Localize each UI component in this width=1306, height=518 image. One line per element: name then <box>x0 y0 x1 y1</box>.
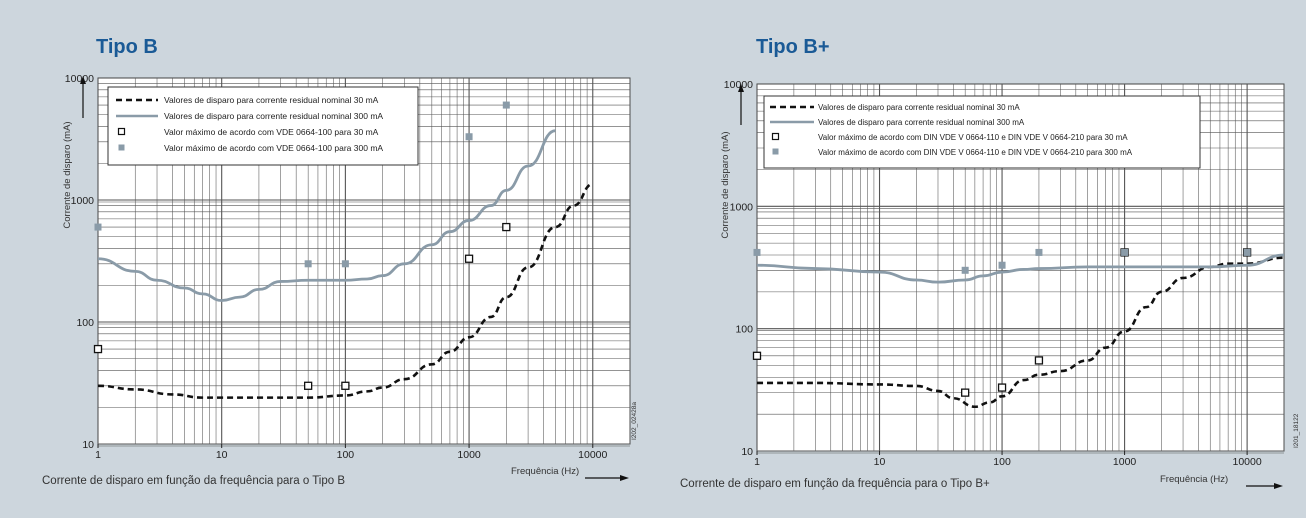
series-layer <box>752 248 1285 409</box>
y-tick-label: 10 <box>82 439 94 451</box>
y-tick-label: 100 <box>735 324 753 336</box>
y-axis-label: Corrente de disparo (mA) <box>720 131 731 238</box>
marker-max-300ma <box>1243 248 1251 256</box>
legend-swatch-marker-300ma <box>118 144 125 151</box>
chart-caption: Corrente de disparo em função da frequên… <box>42 475 345 487</box>
legend-label: Valor máximo de acordo com VDE 0664-100 … <box>164 143 383 153</box>
marker-max-300ma <box>341 260 349 268</box>
marker-max-300ma <box>998 261 1006 269</box>
y-tick-label: 10 <box>741 446 753 458</box>
figure-code: I201_18122 <box>1293 413 1300 448</box>
series-line-30ma <box>97 182 594 399</box>
legend-swatch-marker-300ma <box>772 148 779 155</box>
marker-max-300ma <box>304 260 312 268</box>
series-layer <box>93 101 594 399</box>
marker-max-30ma <box>341 381 350 390</box>
x-axis-label: Frequência (Hz) <box>1160 474 1228 485</box>
y-tick-labels: 10 100 1000 10000 <box>65 73 94 451</box>
x-axis-arrowhead <box>1274 483 1283 489</box>
legend-label: Valores de disparo para corrente residua… <box>818 118 1025 127</box>
x-tick-label: 100 <box>337 449 355 461</box>
y-tick-labels: 10 100 1000 10000 <box>724 79 753 458</box>
legend-label: Valor máximo de acordo com VDE 0664-100 … <box>164 127 379 137</box>
x-tick-label: 10000 <box>578 449 607 461</box>
chart-title: Tipo B+ <box>756 36 830 58</box>
series-line-300ma <box>756 253 1285 284</box>
marker-max-30ma <box>997 383 1007 392</box>
y-tick-label: 10000 <box>65 73 94 85</box>
marker-max-30ma <box>961 388 970 397</box>
y-axis-label: Corrente de disparo (mA) <box>62 121 73 228</box>
marker-max-300ma <box>1035 248 1043 256</box>
legend-box <box>107 86 419 166</box>
x-tick-labels: 1 10 100 1000 10000 <box>754 451 1262 468</box>
legend-swatch-marker-30ma <box>117 127 126 136</box>
legend: Valores de disparo para corrente residua… <box>763 95 1201 169</box>
marker-max-30ma <box>1034 356 1044 365</box>
legend-label: Valor máximo de acordo com DIN VDE V 066… <box>818 133 1128 142</box>
legend-label: Valores de disparo para corrente residua… <box>818 103 1020 112</box>
marker-max-300ma <box>502 101 510 109</box>
y-axis-arrowhead <box>80 76 86 84</box>
chart-title: Tipo B <box>96 36 158 58</box>
marker-max-30ma <box>464 254 474 263</box>
marker-max-30ma <box>93 344 103 354</box>
legend-box <box>763 95 1201 169</box>
x-tick-label: 1000 <box>1113 456 1137 468</box>
marker-max-30ma <box>502 222 511 232</box>
x-tick-labels: 1 10 100 1000 10000 <box>95 444 608 461</box>
y-tick-label: 100 <box>76 317 94 329</box>
x-tick-label: 10 <box>874 456 886 468</box>
x-tick-label: 1000 <box>457 449 481 461</box>
x-axis-label: Frequência (Hz) <box>511 466 579 477</box>
legend: Valores de disparo para corrente residua… <box>107 86 419 166</box>
x-tick-label: 10000 <box>1233 456 1262 468</box>
legend-label: Valor máximo de acordo com DIN VDE V 066… <box>818 148 1133 157</box>
marker-max-300ma <box>94 223 102 231</box>
marker-max-300ma <box>961 266 969 274</box>
legend-label: Valores de disparo para corrente residua… <box>164 95 379 105</box>
legend-swatch-marker-30ma <box>771 132 780 141</box>
marker-max-300ma <box>753 248 761 256</box>
legend-label: Valores de disparo para corrente residua… <box>164 111 383 121</box>
marker-max-30ma <box>303 381 313 390</box>
marker-max-300ma <box>1121 248 1129 256</box>
marker-max-300ma <box>465 133 473 141</box>
y-tick-label: 1000 <box>730 201 754 213</box>
chart-caption: Corrente de disparo em função da frequên… <box>680 478 990 490</box>
x-axis-arrowhead <box>620 475 629 481</box>
y-tick-label: 10000 <box>724 79 753 91</box>
y-tick-label: 1000 <box>71 195 95 207</box>
x-tick-label: 1 <box>754 456 760 468</box>
x-tick-label: 100 <box>993 456 1011 468</box>
figure-code: I202_02428a <box>631 402 638 440</box>
series-line-300ma <box>97 129 556 302</box>
x-tick-label: 1 <box>95 449 101 461</box>
x-tick-label: 10 <box>216 449 228 461</box>
marker-max-30ma <box>752 351 762 360</box>
y-axis-arrowhead <box>738 84 744 92</box>
